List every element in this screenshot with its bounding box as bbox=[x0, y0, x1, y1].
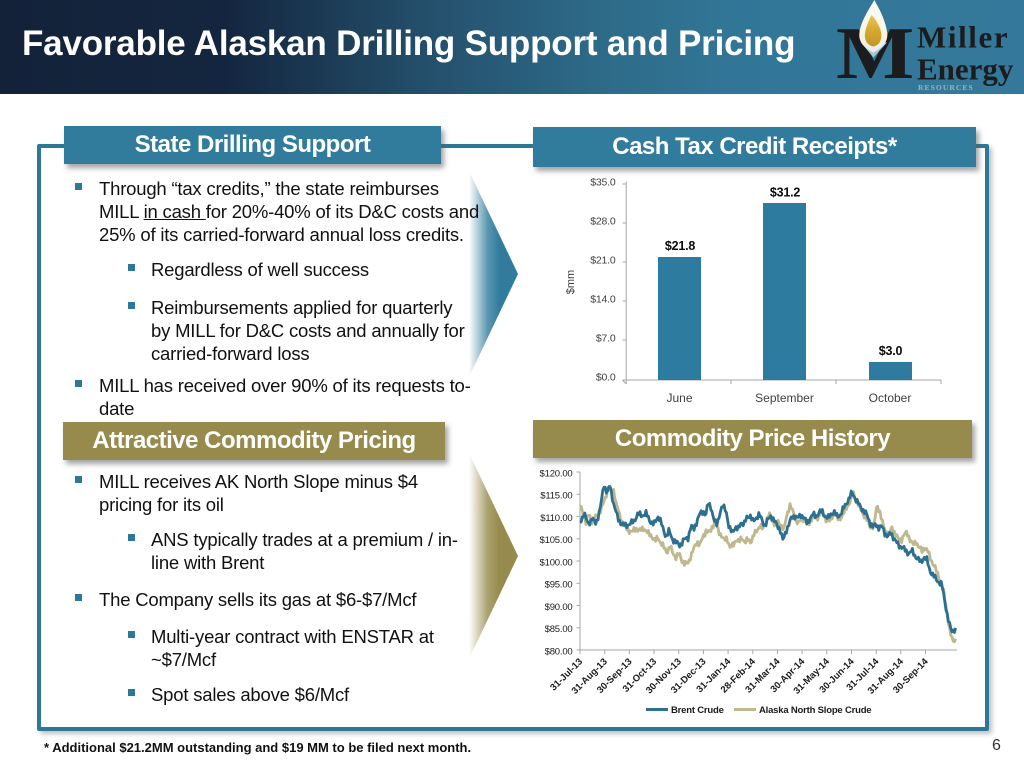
svg-text:$105.00: $105.00 bbox=[540, 535, 573, 546]
svg-text:$85.00: $85.00 bbox=[545, 624, 573, 635]
svg-text:$115.00: $115.00 bbox=[540, 491, 572, 502]
svg-text:October: October bbox=[869, 391, 912, 405]
svg-text:$31.2: $31.2 bbox=[770, 186, 801, 200]
svg-text:RESOURCES: RESOURCES bbox=[918, 83, 974, 92]
svg-text:Energy: Energy bbox=[917, 52, 1014, 87]
svg-text:Miller: Miller bbox=[917, 20, 1009, 55]
svg-text:$100.00: $100.00 bbox=[540, 557, 573, 568]
svg-text:Alaska North Slope Crude: Alaska North Slope Crude bbox=[759, 705, 871, 716]
svg-text:$80.00: $80.00 bbox=[545, 646, 573, 657]
svg-text:Brent Crude: Brent Crude bbox=[671, 705, 724, 716]
svg-text:$21.0: $21.0 bbox=[590, 255, 616, 267]
svg-text:$7.0: $7.0 bbox=[596, 333, 616, 345]
svg-text:$35.0: $35.0 bbox=[590, 177, 616, 189]
svg-text:$mm: $mm bbox=[565, 270, 577, 294]
svg-text:$120.00: $120.00 bbox=[540, 468, 573, 479]
svg-text:$14.0: $14.0 bbox=[590, 294, 616, 306]
svg-text:$90.00: $90.00 bbox=[545, 602, 573, 613]
svg-text:$21.8: $21.8 bbox=[665, 239, 696, 253]
svg-text:$28.0: $28.0 bbox=[590, 216, 616, 228]
svg-text:June: June bbox=[666, 391, 692, 405]
svg-text:$0.0: $0.0 bbox=[596, 372, 616, 384]
svg-text:$110.00: $110.00 bbox=[540, 513, 572, 524]
svg-text:$3.0: $3.0 bbox=[879, 344, 903, 358]
svg-text:September: September bbox=[755, 391, 814, 405]
svg-text:$95.00: $95.00 bbox=[545, 580, 573, 591]
